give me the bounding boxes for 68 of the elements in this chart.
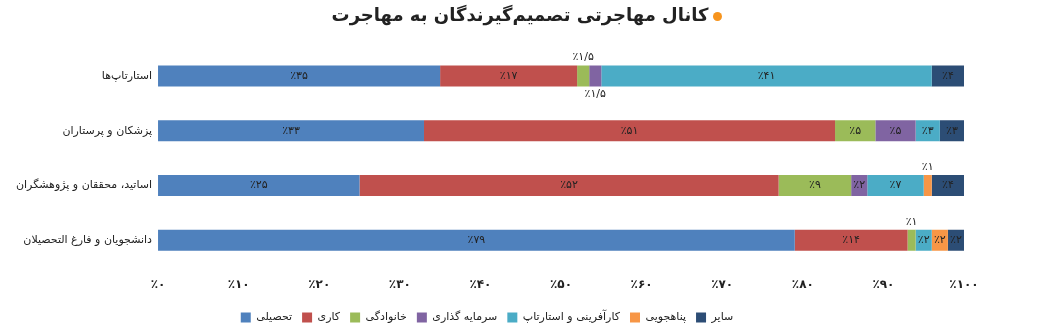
bar (835, 120, 876, 142)
bar (158, 120, 424, 142)
data-label: ٪۵ (889, 123, 902, 137)
bar (931, 175, 964, 196)
bar (577, 65, 590, 87)
chart-title: کانال مهاجرتی تصمیم‌گیرندگان به مهاجرت (331, 4, 709, 25)
x-tick-label: ٪۸۰ (791, 276, 814, 291)
data-label: ٪۳۳ (282, 123, 300, 137)
data-label: ٪۵۲ (560, 178, 579, 192)
x-tick-label: ٪۳۰ (388, 276, 411, 291)
data-label: ٪۱ (905, 214, 918, 228)
y-tick-label: اساتید، محققان و پژوهشگران (15, 178, 153, 192)
data-label: ٪۴۱ (757, 68, 776, 82)
legend-label: خانوادگی (365, 310, 407, 324)
data-label: ٪۱۷ (499, 68, 518, 82)
data-label: ٪۱ (921, 159, 934, 173)
data-label: ٪۲ (853, 178, 866, 192)
x-tick-label: ٪۴۰ (469, 276, 492, 291)
data-label: ٪۲ (950, 233, 962, 247)
data-label: ٪۱/۵ (572, 50, 594, 64)
bar (794, 229, 908, 251)
bar (589, 65, 602, 87)
bar (158, 175, 360, 196)
data-label: ٪۱۴ (842, 233, 861, 247)
x-tick-label: ٪۹۰ (872, 276, 895, 291)
x-tick-label: ٪۶۰ (630, 276, 653, 291)
legend-label: تحصیلی (256, 310, 293, 324)
x-tick-label: ٪۷۰ (711, 276, 734, 291)
data-label: ٪۷ (889, 178, 902, 192)
legend-label: کاری (317, 310, 341, 324)
legend-label: پناهجویی (645, 310, 687, 324)
data-label: ٪۱/۵ (584, 87, 607, 101)
data-label: ٪۵ (849, 123, 862, 137)
legend-label: کارآفرینی و استارتاپ (522, 309, 621, 324)
x-tick-label: ٪۵۰ (550, 276, 572, 291)
data-label: ٪۹ (808, 178, 821, 192)
y-tick-label: استارتاپ‌ها (101, 68, 153, 82)
bar (359, 175, 779, 196)
bar (158, 65, 441, 87)
bar (923, 175, 932, 196)
data-label: ٪۲ (917, 233, 930, 247)
legend-label: سایر (710, 310, 734, 324)
bar (440, 65, 578, 87)
bar (423, 120, 836, 142)
data-label: ٪۴ (941, 178, 954, 192)
legend-label: سرمایه گذاری (432, 310, 498, 324)
data-label: ٪۵۱ (620, 123, 639, 137)
data-label: ٪۳ (946, 123, 958, 137)
bar (778, 175, 852, 196)
bar (915, 120, 940, 142)
data-label: ٪۷۹ (467, 233, 486, 247)
data-label: ٪۳۵ (290, 68, 309, 82)
bar (875, 120, 916, 142)
x-tick-label: ٪۱۰ (227, 276, 250, 291)
y-tick-label: پزشکان و پرستاران (62, 123, 153, 137)
bar (158, 229, 795, 251)
bar (601, 65, 932, 87)
bar (867, 175, 924, 196)
x-tick-label: ٪۲۰ (308, 276, 331, 291)
data-label: ٪۲۵ (249, 178, 268, 192)
x-tick-label: ٪۱۰۰ (949, 276, 979, 291)
bar (939, 120, 964, 142)
data-label: ٪۴ (941, 68, 954, 82)
data-label: ٪۲ (933, 233, 946, 247)
bar (907, 229, 916, 251)
y-tick-label: دانشجویان و فارغ التحصیلان (23, 233, 153, 247)
data-label: ٪۳ (921, 123, 934, 137)
x-tick-label: ٪۰ (150, 276, 166, 291)
